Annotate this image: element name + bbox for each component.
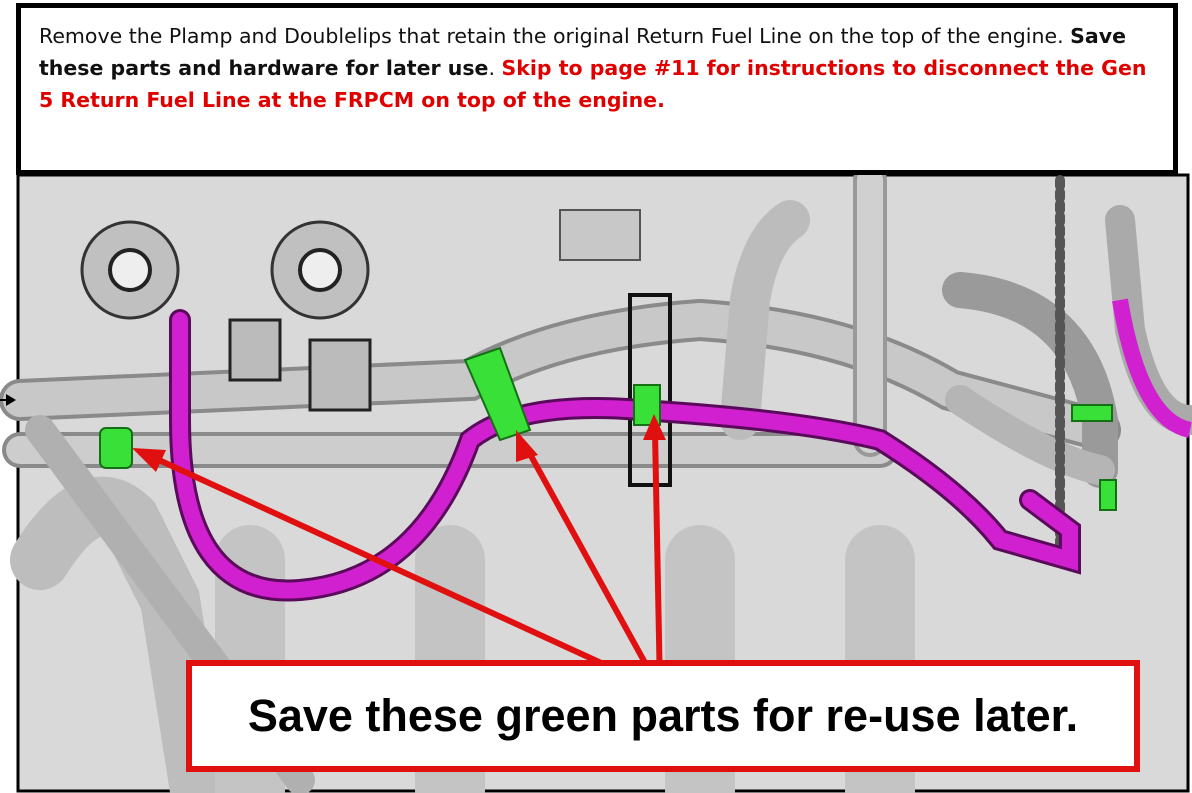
callout: Save these green parts for re-use later.	[186, 660, 1140, 772]
page: Remove the Plamp and Doublelips that ret…	[0, 0, 1192, 793]
instruction-box: Remove the Plamp and Doublelips that ret…	[16, 3, 1178, 175]
instruction-text: .	[488, 56, 501, 80]
instruction-text: Remove the Plamp and Doublelips that ret…	[39, 24, 1070, 48]
